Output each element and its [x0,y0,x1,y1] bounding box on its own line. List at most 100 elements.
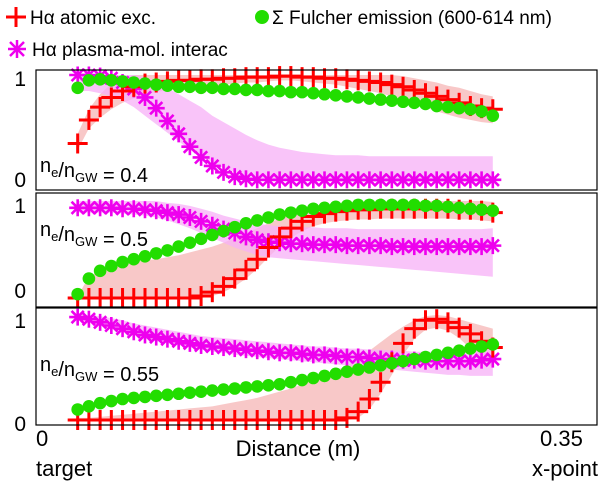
plasma-point [383,238,401,256]
fulcher-point [385,94,399,107]
fulcher-point [486,338,500,351]
fulcher-point [273,208,286,221]
fulcher-point [194,81,208,95]
atomic-point [370,372,391,393]
atomic-point [90,97,111,118]
plasma-point [304,171,322,189]
fulcher-point [385,198,399,212]
plasma-point [484,171,502,189]
fulcher-point [295,85,309,99]
fulcher-point [206,228,219,242]
fulcher-point [475,105,488,118]
fulcher-point [105,259,118,273]
x-axis-label: Distance (m) [236,436,361,461]
plasma-point [203,338,221,355]
atomic-point [101,87,122,108]
legend-marker-atomic [6,7,26,27]
fulcher-point [363,361,376,374]
fulcher-point [363,198,376,212]
plasma-point [114,320,132,338]
panel-frame [35,192,598,308]
fulcher-point [329,367,343,381]
plasma-point [158,204,176,222]
fulcher-point [250,380,264,393]
atomic-point [247,249,268,270]
plasma-point [170,125,188,143]
fulcher-point [149,389,163,403]
fulcher-point [475,340,488,353]
fulcher-point [116,255,129,269]
x-tick-label-start: 0 [36,426,48,451]
fulcher-point [82,400,96,413]
fulcher-point [430,99,444,113]
x-end-label-target: target [36,456,92,481]
fulcher-point [127,391,141,405]
fulcher-point [284,375,298,389]
fulcher-point [273,84,286,98]
fulcher-point [419,97,432,111]
plasma-point [147,202,165,220]
plasma-point [226,168,244,186]
plasma-point [237,228,255,246]
fulcher-point [318,201,331,215]
atomic-point [404,318,425,339]
plasma-point [360,237,378,255]
fulcher-point [374,198,387,212]
fulcher-point [306,202,320,216]
x-end-label-xpoint: x-point [532,456,598,481]
fulcher-point [206,384,219,397]
plasma-point [192,336,210,354]
plasma-point [226,340,244,358]
plasma-point [327,347,345,365]
plasma-point [181,138,199,156]
plasma-point [170,332,188,350]
fulcher-point [228,382,242,395]
density-annotation: ne/nGW = 0.55 [40,354,159,386]
fulcher-point [262,379,275,392]
plasma-point [316,236,334,254]
fulcher-point [116,392,129,406]
density-annotation: ne/nGW = 0.5 [40,219,148,251]
legend-label-plasma: Hα plasma-mol. interac [32,40,228,61]
fulcher-point [318,87,331,101]
fulcher-point [161,388,174,402]
fulcher-point [441,346,455,360]
atomic-point [78,109,99,130]
fulcher-point [441,200,455,214]
atomic-point [449,317,470,338]
fulcher-point [116,75,129,88]
fulcher-point [217,82,230,96]
legend-label-fulcher: Σ Fulcher emission (600-614 nm) [272,8,552,29]
panel-frame [35,307,598,426]
plasma-point [170,206,188,224]
fulcher-point [452,101,466,115]
atomic-point [359,389,380,409]
fulcher-point [419,350,432,364]
plasma-point [91,313,109,331]
atomic-point [280,218,301,239]
fulcher-point [194,232,208,246]
legend-marker-plasma [8,40,26,58]
fulcher-point [419,199,432,213]
plasma-point [461,171,479,189]
plasma-point [125,200,143,218]
plasma-point [69,66,87,84]
fulcher-point [250,83,264,97]
plasma-point [360,349,378,367]
fulcher-point [374,359,387,372]
plasma-point [473,351,491,369]
plasma-point [349,348,367,366]
fulcher-point [396,198,410,212]
plasma-point [158,112,176,130]
plasma-point [450,238,468,256]
plasma-point [248,231,266,249]
fulcher-point [82,272,96,285]
plasma-point [237,170,255,188]
fulcher-point [430,199,444,213]
atomic-point [393,76,414,97]
atomic-point [426,309,447,330]
fulcher-point [172,387,185,401]
fulcher-point [396,354,410,368]
plasma-point [428,171,446,189]
y-tick-label-0: 0 [14,413,26,436]
